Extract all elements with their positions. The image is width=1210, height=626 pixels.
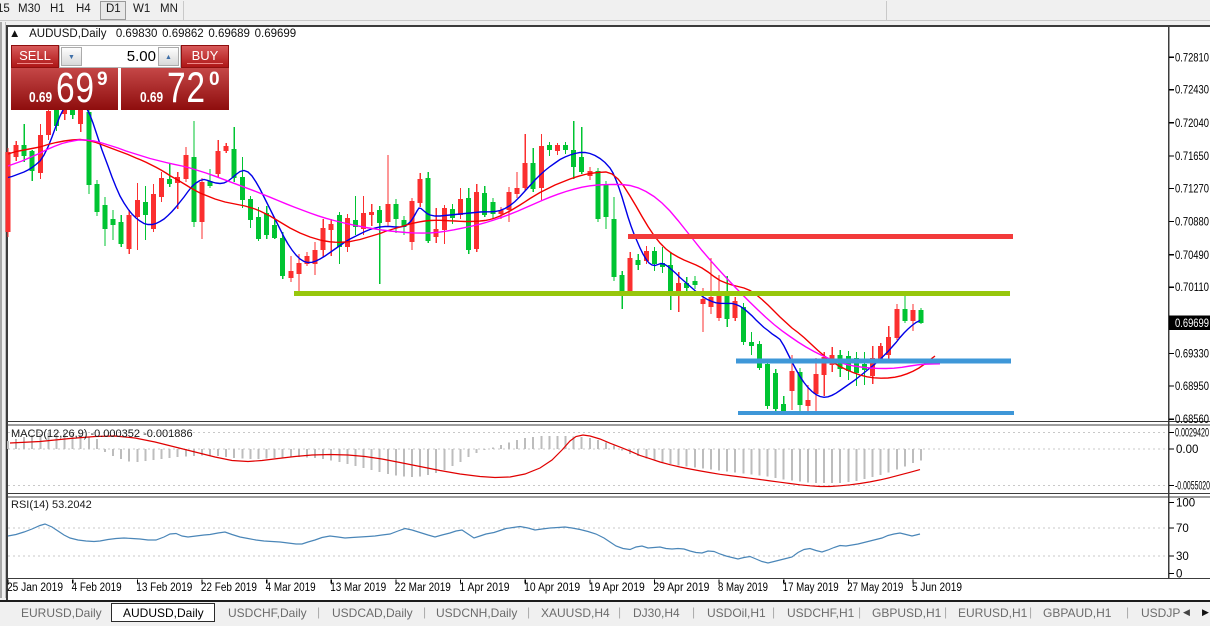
svg-text:0.71650: 0.71650 [1175, 151, 1209, 163]
svg-text:25 Jan 2019: 25 Jan 2019 [7, 582, 63, 594]
svg-text:0.70880: 0.70880 [1175, 217, 1209, 229]
svg-text:4 Feb 2019: 4 Feb 2019 [72, 582, 122, 594]
svg-text:0.71270: 0.71270 [1175, 183, 1209, 195]
svg-text:0.0029420: 0.0029420 [1175, 428, 1209, 440]
svg-text:29 Apr 2019: 29 Apr 2019 [653, 582, 709, 594]
svg-text:22 Feb 2019: 22 Feb 2019 [201, 582, 257, 594]
svg-text:8 May 2019: 8 May 2019 [718, 582, 768, 594]
svg-text:0.70110: 0.70110 [1175, 282, 1209, 294]
svg-text:MACD(12,26,9) -0.000352 -0.001: MACD(12,26,9) -0.000352 -0.001886 [11, 428, 193, 440]
svg-text:30: 30 [1176, 551, 1189, 563]
svg-text:0.69699: 0.69699 [1175, 318, 1209, 330]
svg-text:0.69330: 0.69330 [1175, 349, 1209, 361]
svg-text:0.72810: 0.72810 [1175, 52, 1209, 64]
svg-text:-0.0055020: -0.0055020 [1175, 481, 1210, 493]
svg-text:4 Mar 2019: 4 Mar 2019 [266, 582, 316, 594]
svg-text:22 Mar 2019: 22 Mar 2019 [395, 582, 451, 594]
svg-text:0.72040: 0.72040 [1175, 118, 1209, 130]
svg-text:0: 0 [1176, 569, 1182, 581]
svg-text:0.72430: 0.72430 [1175, 85, 1209, 97]
svg-text:RSI(14) 53.2042: RSI(14) 53.2042 [11, 499, 92, 511]
svg-text:10 Apr 2019: 10 Apr 2019 [524, 582, 580, 594]
svg-text:17 May 2019: 17 May 2019 [783, 582, 839, 594]
svg-text:100: 100 [1176, 498, 1195, 510]
svg-text:0.68560: 0.68560 [1175, 414, 1209, 426]
svg-text:0.70490: 0.70490 [1175, 250, 1209, 262]
svg-text:1 Apr 2019: 1 Apr 2019 [460, 582, 510, 594]
svg-text:27 May 2019: 27 May 2019 [847, 582, 903, 594]
svg-text:70: 70 [1176, 523, 1189, 535]
svg-text:0.00: 0.00 [1176, 444, 1198, 456]
svg-text:19 Apr 2019: 19 Apr 2019 [589, 582, 645, 594]
svg-text:13 Mar 2019: 13 Mar 2019 [330, 582, 386, 594]
svg-text:0.68950: 0.68950 [1175, 381, 1209, 393]
svg-text:5 Jun 2019: 5 Jun 2019 [912, 582, 962, 594]
svg-text:13 Feb 2019: 13 Feb 2019 [136, 582, 192, 594]
